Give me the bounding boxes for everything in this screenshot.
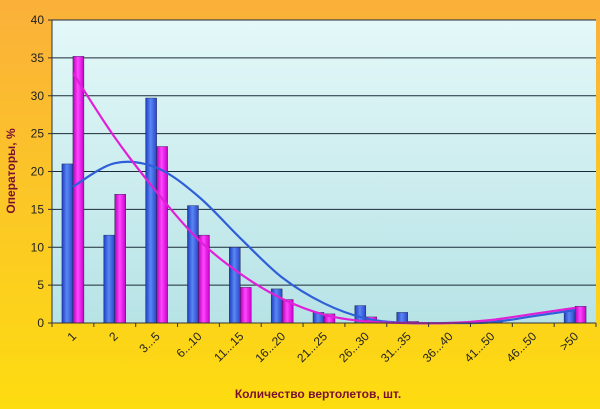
x-tick-label: 11...15 (211, 329, 246, 364)
x-tick-label: 26...30 (336, 329, 372, 365)
x-tick-label: 21...25 (294, 329, 330, 365)
y-tick-label: 25 (31, 127, 45, 141)
bar-s1-3 (187, 205, 199, 324)
x-tick-label: 16...20 (252, 329, 288, 365)
y-axis-title: Операторы, % (4, 128, 18, 214)
x-tick-label: 3...5 (136, 329, 163, 356)
y-tick-label: 30 (31, 89, 45, 103)
x-axis-title: Количество вертолетов, шт. (235, 387, 401, 401)
y-tick-label: 20 (31, 165, 45, 179)
gridlines (52, 19, 596, 286)
trend-line-s1 (72, 160, 576, 325)
y-tick-label: 10 (31, 240, 45, 254)
y-tick-labels: 0 5 10 15 20 25 30 35 40 (31, 13, 52, 330)
x-tick-label: 46...50 (503, 329, 539, 365)
trend-line-s2 (72, 72, 576, 325)
y-tick-label: 35 (31, 51, 45, 65)
bar-s2-0 (72, 56, 85, 324)
bar-s1-1 (103, 234, 115, 324)
bar-s2-1 (114, 194, 126, 324)
x-tick-label: 31...35 (378, 329, 414, 365)
bar-s2-4 (240, 287, 252, 324)
bar-s1-4 (229, 247, 241, 324)
bar-s2-12 (574, 306, 587, 324)
y-tick-label: 40 (31, 13, 45, 27)
x-tick-labels: 1 2 3...5 6...10 11...15 16...20 21...25 26...3… (51, 323, 597, 365)
x-tick-label: >50 (557, 329, 582, 354)
x-tick-label: 1 (64, 329, 79, 344)
bar-s1-0 (61, 163, 74, 324)
y-tick-label: 15 (31, 202, 45, 216)
x-tick-label: 2 (106, 329, 121, 344)
x-tick-label: 36...40 (420, 329, 456, 365)
bar-s1-2 (145, 97, 157, 324)
trend-lines (72, 72, 576, 325)
y-tick-label: 5 (37, 278, 44, 292)
x-tick-label: 41...50 (462, 329, 498, 365)
x-tick-label: 6...10 (173, 329, 204, 360)
y-tick-label: 0 (37, 316, 44, 330)
